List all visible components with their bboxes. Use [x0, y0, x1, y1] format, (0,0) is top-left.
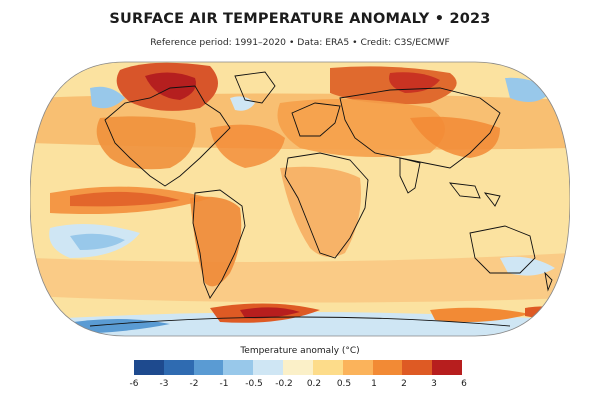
legend-swatch	[402, 360, 433, 375]
world-map	[30, 58, 570, 340]
legend-title: Temperature anomaly (°C)	[240, 346, 360, 356]
legend-tick-label: 3	[431, 379, 437, 389]
legend-tick-label: 6	[461, 379, 467, 389]
legend-swatch	[193, 360, 224, 375]
legend-tick-label: 2	[401, 379, 407, 389]
legend-tick-label: 0.5	[336, 379, 352, 389]
legend-tick-label: -6	[129, 379, 139, 389]
legend-swatch	[163, 360, 194, 375]
map-subtitle: Reference period: 1991–2020 • Data: ERA5…	[150, 37, 450, 48]
legend-swatch	[134, 360, 164, 375]
coastlines	[89, 71, 553, 327]
legend-swatch	[312, 360, 343, 375]
anomaly-field	[30, 62, 570, 336]
legend-swatch	[253, 360, 284, 375]
legend-tick-label: -0.2	[275, 379, 293, 389]
legend-swatch	[342, 360, 373, 375]
legend-tick-label: -2	[189, 379, 199, 389]
legend-swatch	[372, 360, 403, 375]
legend-tick-label: -3	[159, 379, 169, 389]
legend-tick-labels: -6 -3 -2 -1 -0.5 -0.2 0.2 0.5 1 2 3 6	[0, 379, 600, 393]
map-title: SURFACE AIR TEMPERATURE ANOMALY • 2023	[109, 11, 491, 27]
legend-swatch	[283, 360, 313, 375]
legend-tick-label: -0.5	[245, 379, 263, 389]
map-outline	[30, 61, 570, 337]
legend-tick-label: -1	[219, 379, 229, 389]
legend-tick-label: 0.2	[306, 379, 322, 389]
legend-tick-label: 1	[371, 379, 377, 389]
legend-swatch	[223, 360, 254, 375]
legend-colorbar	[134, 360, 462, 375]
legend-swatch	[432, 360, 462, 375]
